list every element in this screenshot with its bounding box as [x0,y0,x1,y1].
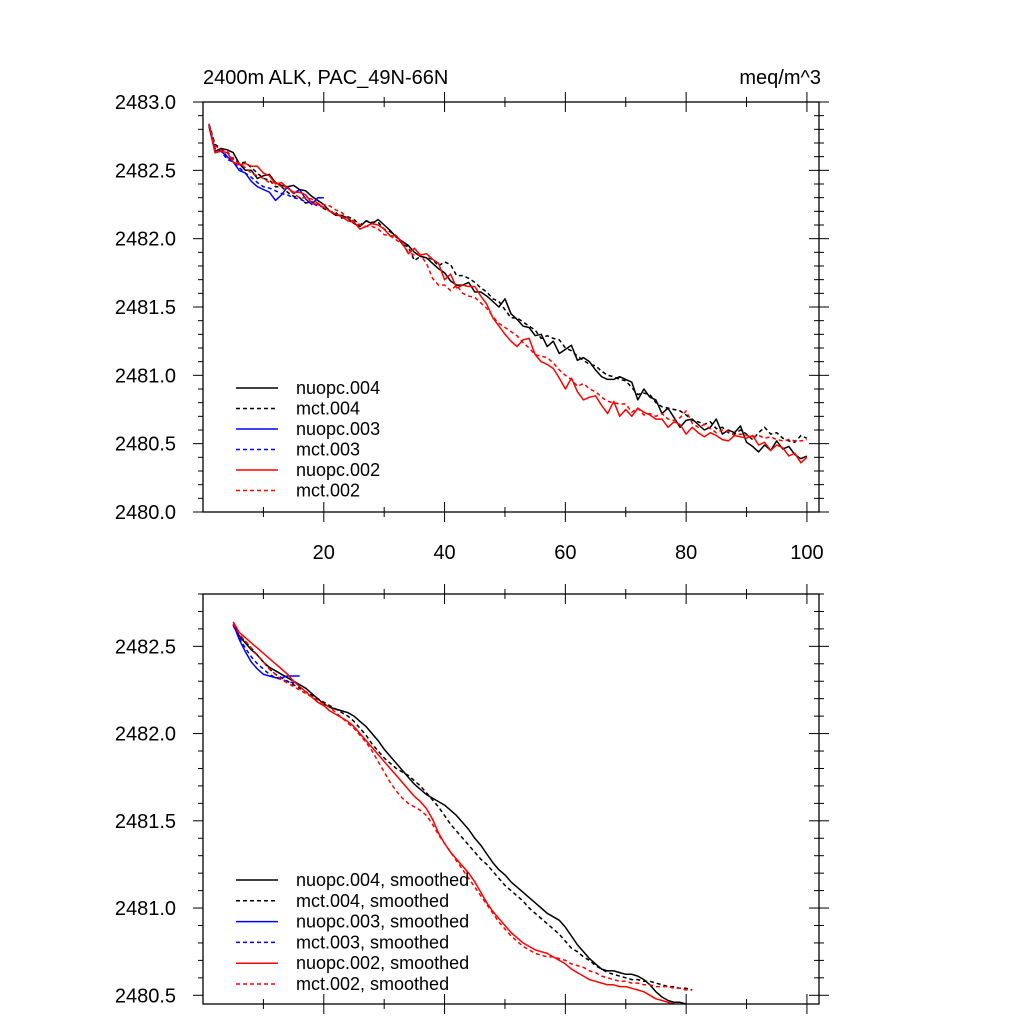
x-tick-label: 80 [675,542,697,564]
series-line-mct-002-smoothed [232,623,693,991]
legend-label: nuopc.002, smoothed [296,953,469,973]
y-tick-label: 2482.0 [115,724,176,746]
x-tick-label: 40 [433,542,455,564]
y-tick-label: 2481.0 [115,898,176,920]
y-tick-label: 2480.0 [115,502,176,524]
bottom-panel-series [232,621,693,1004]
legend-label: nuopc.003, smoothed [296,912,469,932]
legend-label: mct.002, smoothed [296,974,449,994]
series-line-mct-004 [208,123,808,444]
y-tick-label: 2482.0 [115,229,176,251]
x-tick-label: 20 [313,542,335,564]
series-line-nuopc-002 [208,123,808,464]
legend-label: mct.004 [296,399,360,419]
series-line-mct-004-smoothed [232,625,693,991]
x-tick-label: 100 [790,542,823,564]
top-panel-series [208,123,808,464]
top-panel-title: 2400m ALK, PAC_49N-66N [203,67,448,89]
legend-label: nuopc.003 [296,419,380,439]
legend-label: nuopc.002 [296,460,380,480]
y-tick-label: 2482.5 [115,160,176,182]
top-panel-frame [202,101,820,513]
y-tick-label: 2483.0 [115,92,176,114]
y-tick-label: 2481.5 [115,297,176,319]
legend-label: mct.003, smoothed [296,932,449,952]
bottom-panel: 2480.5 2481.0 2481.5 2482.0 2482.5 nuopc.004… [115,584,829,1014]
legend-label: nuopc.004, smoothed [296,870,469,890]
top-panel-ticks: 20 40 60 80 100 2480.0 2480.5 2481.0 2481.5 2482.… [115,92,829,564]
series-line-nuopc-004 [208,123,808,460]
y-tick-label: 2481.0 [115,365,176,387]
series-line-nuopc-003-smoothed [232,623,300,679]
series-line-nuopc-003 [208,126,324,206]
top-panel: 2400m ALK, PAC_49N-66N meq/m^3 20 40 60 80 1… [115,67,829,564]
legend-label: mct.004, smoothed [296,891,449,911]
legend-label: nuopc.004 [296,378,380,398]
x-tick-label: 60 [554,542,576,564]
legend-label: mct.003 [296,440,360,460]
top-panel-legend: nuopc.004mct.004nuopc.003mct.003nuopc.00… [236,378,380,501]
legend-label: mct.002 [296,481,360,501]
series-line-nuopc-004-smoothed [232,623,689,1004]
y-tick-label: 2480.5 [115,434,176,456]
top-panel-units: meq/m^3 [739,67,821,89]
y-tick-label: 2480.5 [115,985,176,1007]
series-line-mct-003-smoothed [232,625,300,686]
bottom-panel-frame [202,593,820,1005]
y-tick-label: 2482.5 [115,636,176,658]
y-tick-label: 2481.5 [115,811,176,833]
bottom-panel-ticks: 2480.5 2481.0 2481.5 2482.0 2482.5 [115,584,829,1014]
